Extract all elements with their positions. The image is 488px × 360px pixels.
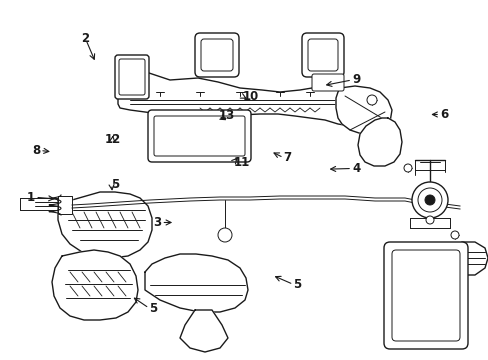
Text: 7: 7 [283, 151, 291, 164]
Text: 10: 10 [242, 90, 258, 103]
Text: 8: 8 [32, 144, 40, 157]
Text: 2: 2 [81, 32, 89, 45]
Text: 6: 6 [439, 108, 447, 121]
Polygon shape [451, 242, 487, 275]
Polygon shape [145, 254, 247, 312]
Text: 4: 4 [351, 162, 360, 175]
Text: 12: 12 [104, 133, 121, 146]
FancyBboxPatch shape [148, 110, 250, 162]
Polygon shape [58, 196, 72, 214]
Polygon shape [335, 86, 391, 134]
Text: 5: 5 [111, 178, 120, 191]
Text: 5: 5 [149, 302, 157, 315]
Polygon shape [357, 118, 401, 166]
Circle shape [450, 231, 458, 239]
Circle shape [411, 182, 447, 218]
Circle shape [424, 195, 434, 205]
Polygon shape [58, 192, 152, 258]
Polygon shape [52, 250, 138, 320]
Text: 5: 5 [293, 278, 301, 291]
FancyBboxPatch shape [195, 33, 239, 77]
Polygon shape [118, 72, 367, 126]
Text: 9: 9 [351, 73, 360, 86]
Text: 13: 13 [219, 109, 235, 122]
Circle shape [218, 228, 231, 242]
Polygon shape [180, 310, 227, 352]
Text: 3: 3 [153, 216, 161, 229]
Circle shape [403, 164, 411, 172]
Text: 1: 1 [27, 191, 35, 204]
Circle shape [425, 216, 433, 224]
FancyBboxPatch shape [302, 33, 343, 77]
FancyBboxPatch shape [311, 74, 343, 91]
FancyBboxPatch shape [115, 55, 149, 99]
Circle shape [366, 95, 376, 105]
FancyBboxPatch shape [383, 242, 467, 349]
Text: 11: 11 [233, 156, 249, 168]
